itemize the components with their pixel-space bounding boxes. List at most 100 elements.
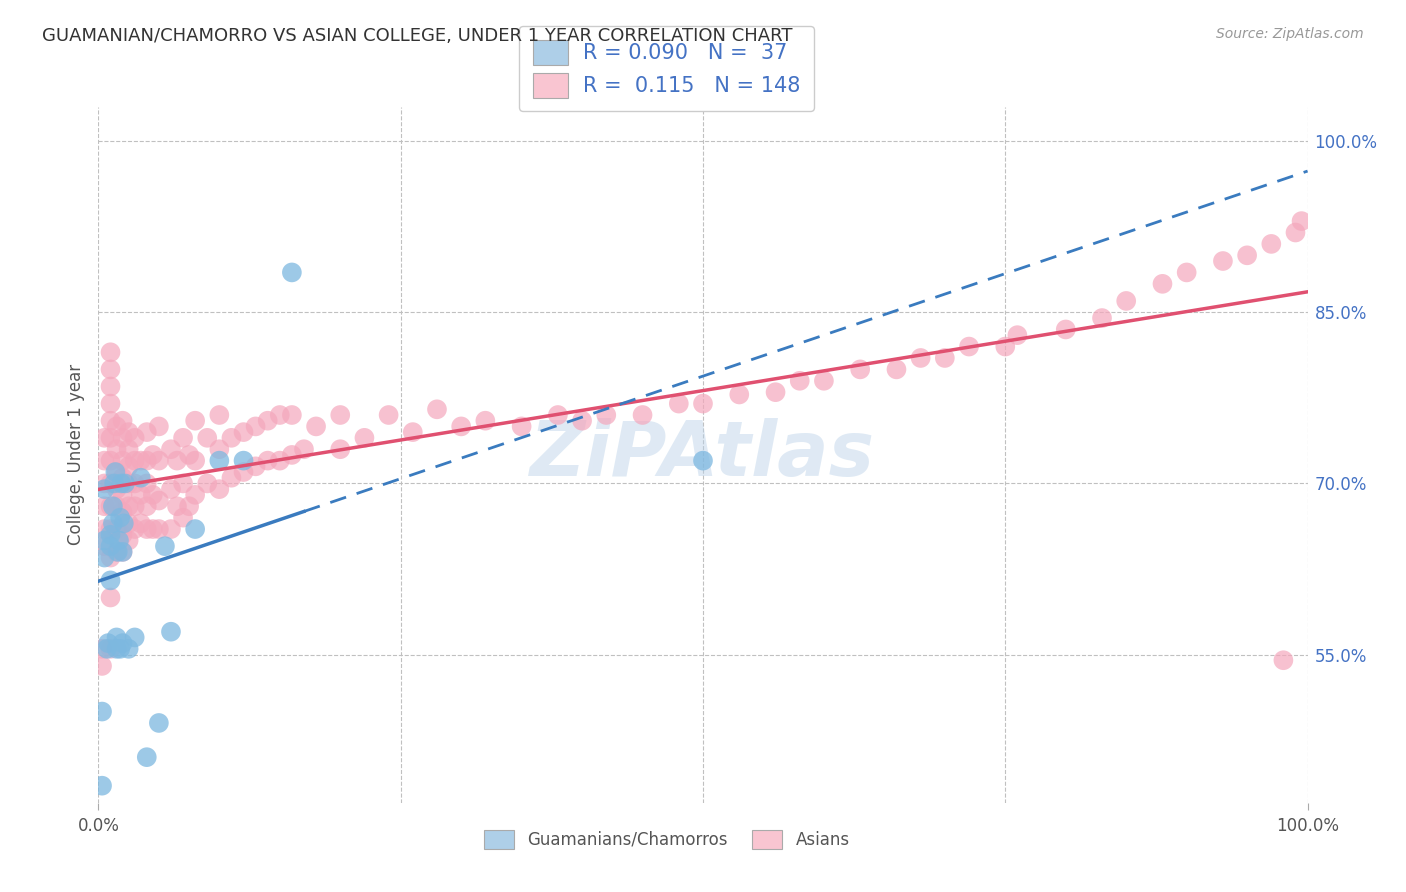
Point — [101, 500, 124, 514]
Point — [93, 522, 115, 536]
Point — [111, 545, 134, 559]
Point — [135, 750, 157, 764]
Point — [105, 545, 128, 559]
Point — [100, 414, 122, 428]
Point — [111, 505, 134, 519]
Point — [105, 500, 128, 514]
Point — [124, 476, 146, 491]
Point — [172, 431, 194, 445]
Point — [105, 419, 128, 434]
Point — [1212, 254, 1234, 268]
Point — [994, 340, 1017, 354]
Point — [93, 550, 115, 565]
Point — [93, 539, 115, 553]
Point — [281, 265, 304, 279]
Point — [142, 448, 165, 462]
Point — [100, 396, 122, 410]
Point — [179, 448, 201, 462]
Point — [765, 385, 787, 400]
Point — [91, 705, 114, 719]
Point — [353, 431, 375, 445]
Point — [111, 471, 134, 485]
Point — [93, 500, 115, 514]
Point — [160, 442, 183, 457]
Point — [100, 641, 122, 656]
Point — [245, 459, 267, 474]
Point — [934, 351, 956, 365]
Point — [1152, 277, 1174, 291]
Point — [329, 408, 352, 422]
Point — [118, 442, 141, 457]
Point — [100, 362, 122, 376]
Point — [103, 476, 125, 491]
Point — [160, 482, 183, 496]
Point — [129, 471, 152, 485]
Point — [91, 641, 114, 656]
Point — [886, 362, 908, 376]
Point — [245, 419, 267, 434]
Point — [166, 453, 188, 467]
Point — [108, 510, 131, 524]
Point — [100, 539, 122, 553]
Point — [124, 500, 146, 514]
Point — [118, 533, 141, 548]
Point — [111, 453, 134, 467]
Point — [668, 396, 690, 410]
Point — [100, 345, 122, 359]
Point — [281, 408, 304, 422]
Point — [1272, 653, 1295, 667]
Point — [910, 351, 932, 365]
Point — [232, 425, 254, 439]
Point — [474, 414, 496, 428]
Point — [100, 453, 122, 467]
Point — [692, 396, 714, 410]
Point — [135, 453, 157, 467]
Point — [426, 402, 449, 417]
Point — [172, 476, 194, 491]
Point — [1054, 322, 1077, 336]
Point — [221, 431, 243, 445]
Point — [93, 533, 115, 548]
Point — [100, 522, 122, 536]
Point — [118, 500, 141, 514]
Point — [129, 488, 152, 502]
Point — [166, 500, 188, 514]
Point — [179, 500, 201, 514]
Point — [256, 414, 278, 428]
Point — [135, 476, 157, 491]
Point — [105, 522, 128, 536]
Point — [118, 425, 141, 439]
Point — [305, 419, 328, 434]
Point — [100, 574, 122, 588]
Point — [118, 516, 141, 531]
Point — [118, 476, 141, 491]
Legend: Guamanians/Chamorros, Asians: Guamanians/Chamorros, Asians — [475, 822, 858, 857]
Point — [142, 488, 165, 502]
Point — [111, 528, 134, 542]
Point — [124, 453, 146, 467]
Point — [1291, 214, 1313, 228]
Point — [292, 442, 315, 457]
Point — [112, 516, 135, 531]
Point — [107, 545, 129, 559]
Point — [450, 419, 472, 434]
Point — [595, 408, 617, 422]
Point — [377, 408, 399, 422]
Point — [105, 465, 128, 479]
Point — [813, 374, 835, 388]
Text: ZiPAtlas: ZiPAtlas — [530, 418, 876, 491]
Text: Source: ZipAtlas.com: Source: ZipAtlas.com — [1216, 27, 1364, 41]
Point — [631, 408, 654, 422]
Point — [105, 482, 128, 496]
Point — [571, 414, 593, 428]
Point — [195, 476, 218, 491]
Point — [93, 476, 115, 491]
Point — [101, 516, 124, 531]
Point — [160, 624, 183, 639]
Point — [93, 431, 115, 445]
Point — [402, 425, 425, 439]
Point — [269, 453, 291, 467]
Point — [135, 425, 157, 439]
Point — [148, 522, 170, 536]
Point — [118, 459, 141, 474]
